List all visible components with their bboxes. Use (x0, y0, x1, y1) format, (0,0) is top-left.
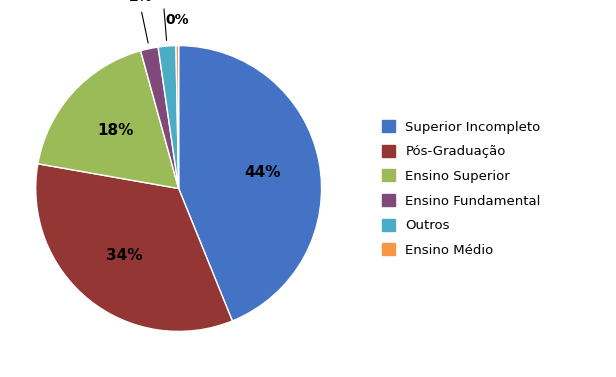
Text: 34%: 34% (107, 248, 143, 263)
Wedge shape (140, 47, 179, 188)
Legend: Superior Incompleto, Pós-Graduação, Ensino Superior, Ensino Fundamental, Outros,: Superior Incompleto, Pós-Graduação, Ensi… (382, 120, 541, 257)
Text: 44%: 44% (245, 165, 281, 179)
Text: 0%: 0% (165, 13, 189, 27)
Wedge shape (176, 46, 179, 188)
Text: 2%: 2% (129, 0, 153, 4)
Text: 18%: 18% (97, 123, 134, 138)
Wedge shape (38, 51, 179, 188)
Wedge shape (179, 46, 322, 321)
Wedge shape (158, 46, 179, 188)
Wedge shape (36, 164, 232, 331)
